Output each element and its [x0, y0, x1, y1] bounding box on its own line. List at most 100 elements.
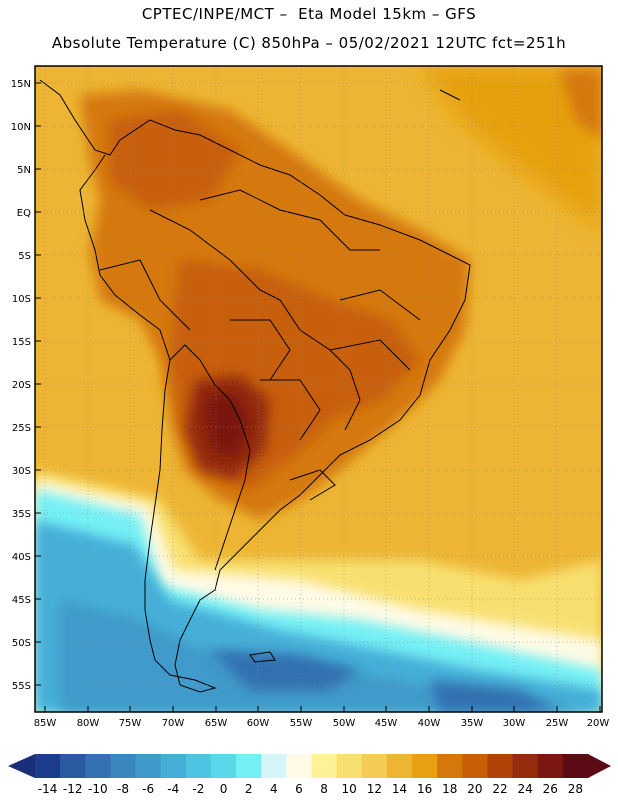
- colorbar-label: 18: [442, 782, 457, 796]
- colorbar-label: 20: [467, 782, 482, 796]
- lon-label: 45W: [375, 718, 398, 729]
- colorbar-label: 28: [568, 782, 583, 796]
- lon-label: 25W: [546, 718, 569, 729]
- lon-label: 60W: [247, 718, 270, 729]
- colorbar-label: -2: [192, 782, 204, 796]
- field-cold4-band-2: [430, 680, 560, 712]
- colorbar-cell: [361, 754, 388, 778]
- colorbar-cell: [462, 754, 488, 778]
- lat-label: 30S: [12, 466, 31, 477]
- colorbar-cell: [60, 754, 86, 778]
- colorbar-label: 14: [392, 782, 407, 796]
- colorbar: -14 -12 -10 -8 -6 -4 -2 0 2 4 6 8 10 12 14 16 18 20 22 24 26…: [8, 754, 611, 796]
- colorbar-label: -12: [63, 782, 83, 796]
- coastline-south-america: [39, 79, 471, 693]
- colorbar-cell: [261, 754, 287, 778]
- lon-label: 70W: [162, 718, 185, 729]
- coastline-falklands: [249, 651, 276, 663]
- colorbar-label: 16: [417, 782, 432, 796]
- map-frame: [34, 65, 603, 713]
- lon-label: 75W: [119, 718, 142, 729]
- colorbar-label: -6: [142, 782, 154, 796]
- colorbar-label: -14: [38, 782, 58, 796]
- lat-label: 40S: [12, 552, 31, 563]
- lat-label: 15S: [12, 337, 31, 348]
- lon-label: 80W: [77, 718, 100, 729]
- lon-label: 20W: [587, 718, 610, 729]
- temperature-field: [35, 66, 602, 712]
- colorbar-label: -8: [117, 782, 129, 796]
- border-brazil-states-2: [329, 339, 411, 371]
- field-warm-ne: [420, 66, 602, 230]
- lat-label: 55S: [12, 681, 31, 692]
- border-andes: [169, 344, 251, 571]
- lat-label: 10N: [11, 122, 31, 133]
- field-land-hotter-n: [110, 110, 240, 210]
- lat-label: 20S: [12, 380, 31, 391]
- chart-title-line1: CPTEC/INPE/MCT – Eta Model 15km – GFS: [141, 5, 477, 23]
- field-hot-ne: [560, 70, 602, 140]
- border-paraguay: [260, 379, 321, 441]
- field-cold4-band: [210, 650, 360, 690]
- colorbar-cell: [286, 754, 312, 778]
- border-brazil-west: [149, 209, 361, 431]
- colorbar-label: 6: [295, 782, 303, 796]
- colorbar-cell: [210, 754, 237, 778]
- lat-label: 15N: [11, 79, 31, 90]
- colorbar-cell: [336, 754, 363, 778]
- lon-label: 40W: [418, 718, 441, 729]
- border-brazil-north: [199, 189, 380, 251]
- colorbar-cell: [35, 754, 61, 778]
- chart-title-line2: Absolute Temperature (C) 850hPa – 05/02/…: [51, 34, 567, 52]
- lat-label: 10S: [12, 294, 31, 305]
- colorbar-label: 2: [245, 782, 253, 796]
- lat-labels: 15N 10N 5N EQ 5S 10S 15S 20S 25S 30S 35S…: [11, 79, 31, 692]
- lon-label: 65W: [205, 718, 228, 729]
- axis-ticks: [35, 82, 601, 712]
- coastline-caribbean: [439, 89, 461, 101]
- lat-label: 25S: [12, 423, 31, 434]
- colorbar-under-arrow: [8, 754, 35, 778]
- lat-label: 5S: [18, 251, 31, 262]
- colorbar-label: 10: [342, 782, 357, 796]
- lat-label: 35S: [12, 509, 31, 520]
- colorbar-label: 4: [270, 782, 278, 796]
- lon-label: 30W: [503, 718, 526, 729]
- lat-label: 5N: [17, 165, 31, 176]
- colorbar-cell: [236, 754, 262, 778]
- lon-label: 50W: [333, 718, 356, 729]
- colorbar-label: 26: [543, 782, 558, 796]
- colorbar-cell: [135, 754, 162, 778]
- border-bolivia: [230, 319, 291, 381]
- colorbar-label: 22: [492, 782, 507, 796]
- colorbar-label: 12: [367, 782, 382, 796]
- colorbar-label: 24: [518, 782, 533, 796]
- colorbar-cell: [85, 754, 111, 778]
- colorbar-cell: [437, 754, 463, 778]
- colorbar-cell: [185, 754, 212, 778]
- colorbar-label: 0: [220, 782, 228, 796]
- coastlines: [39, 79, 471, 693]
- lon-labels: 85W 80W 75W 70W 65W 60W 55W 50W 45W 40W …: [34, 718, 610, 729]
- lon-label: 35W: [461, 718, 484, 729]
- field-cold3-band: [60, 600, 602, 712]
- lat-label: EQ: [17, 208, 31, 219]
- colorbar-cell: [487, 754, 514, 778]
- colorbar-cell: [512, 754, 539, 778]
- border-peru: [99, 259, 191, 331]
- colorbar-cell: [537, 754, 564, 778]
- colorbar-cell: [311, 754, 338, 778]
- colorbar-cell: [562, 754, 589, 778]
- colorbar-cell: [110, 754, 137, 778]
- border-brazil-states-1: [339, 289, 421, 321]
- colorbar-cell: [412, 754, 438, 778]
- lon-label: 85W: [34, 718, 57, 729]
- border-uruguay: [289, 469, 336, 501]
- lat-label: 45S: [12, 595, 31, 606]
- colorbar-cell: [386, 754, 413, 778]
- colorbar-cell: [160, 754, 187, 778]
- lat-label: 50S: [12, 638, 31, 649]
- field-land-peak: [205, 392, 250, 455]
- colorbar-label: -4: [167, 782, 179, 796]
- gridlines: [35, 66, 602, 712]
